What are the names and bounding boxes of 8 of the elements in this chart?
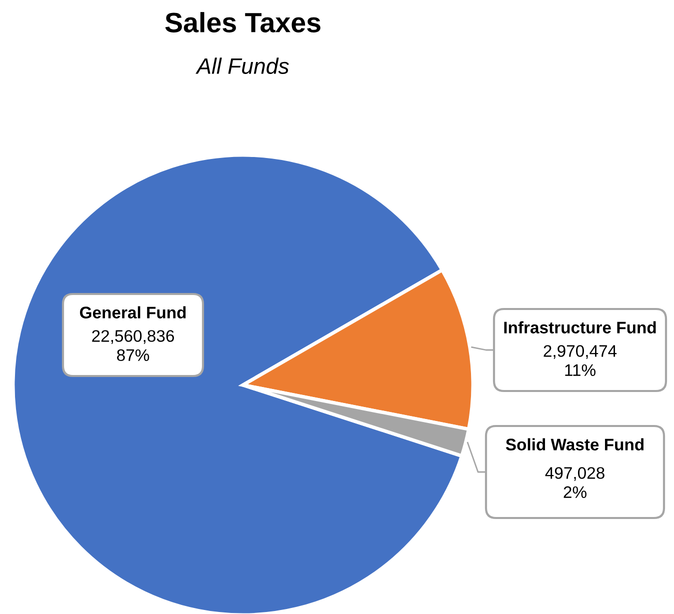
slice-label: Infrastructure Fund bbox=[504, 321, 656, 334]
data-label: 497,028 2% bbox=[545, 467, 604, 498]
slice-label: General Fund bbox=[80, 306, 186, 318]
chart-subtitle: All Funds bbox=[196, 58, 289, 74]
data-label: 2,970,474 11% bbox=[544, 345, 617, 376]
chart-title: Sales Taxes bbox=[165, 12, 320, 32]
slice-label: Solid Waste Fund bbox=[506, 438, 644, 450]
data-label: 22,560,836 87% bbox=[92, 330, 174, 362]
